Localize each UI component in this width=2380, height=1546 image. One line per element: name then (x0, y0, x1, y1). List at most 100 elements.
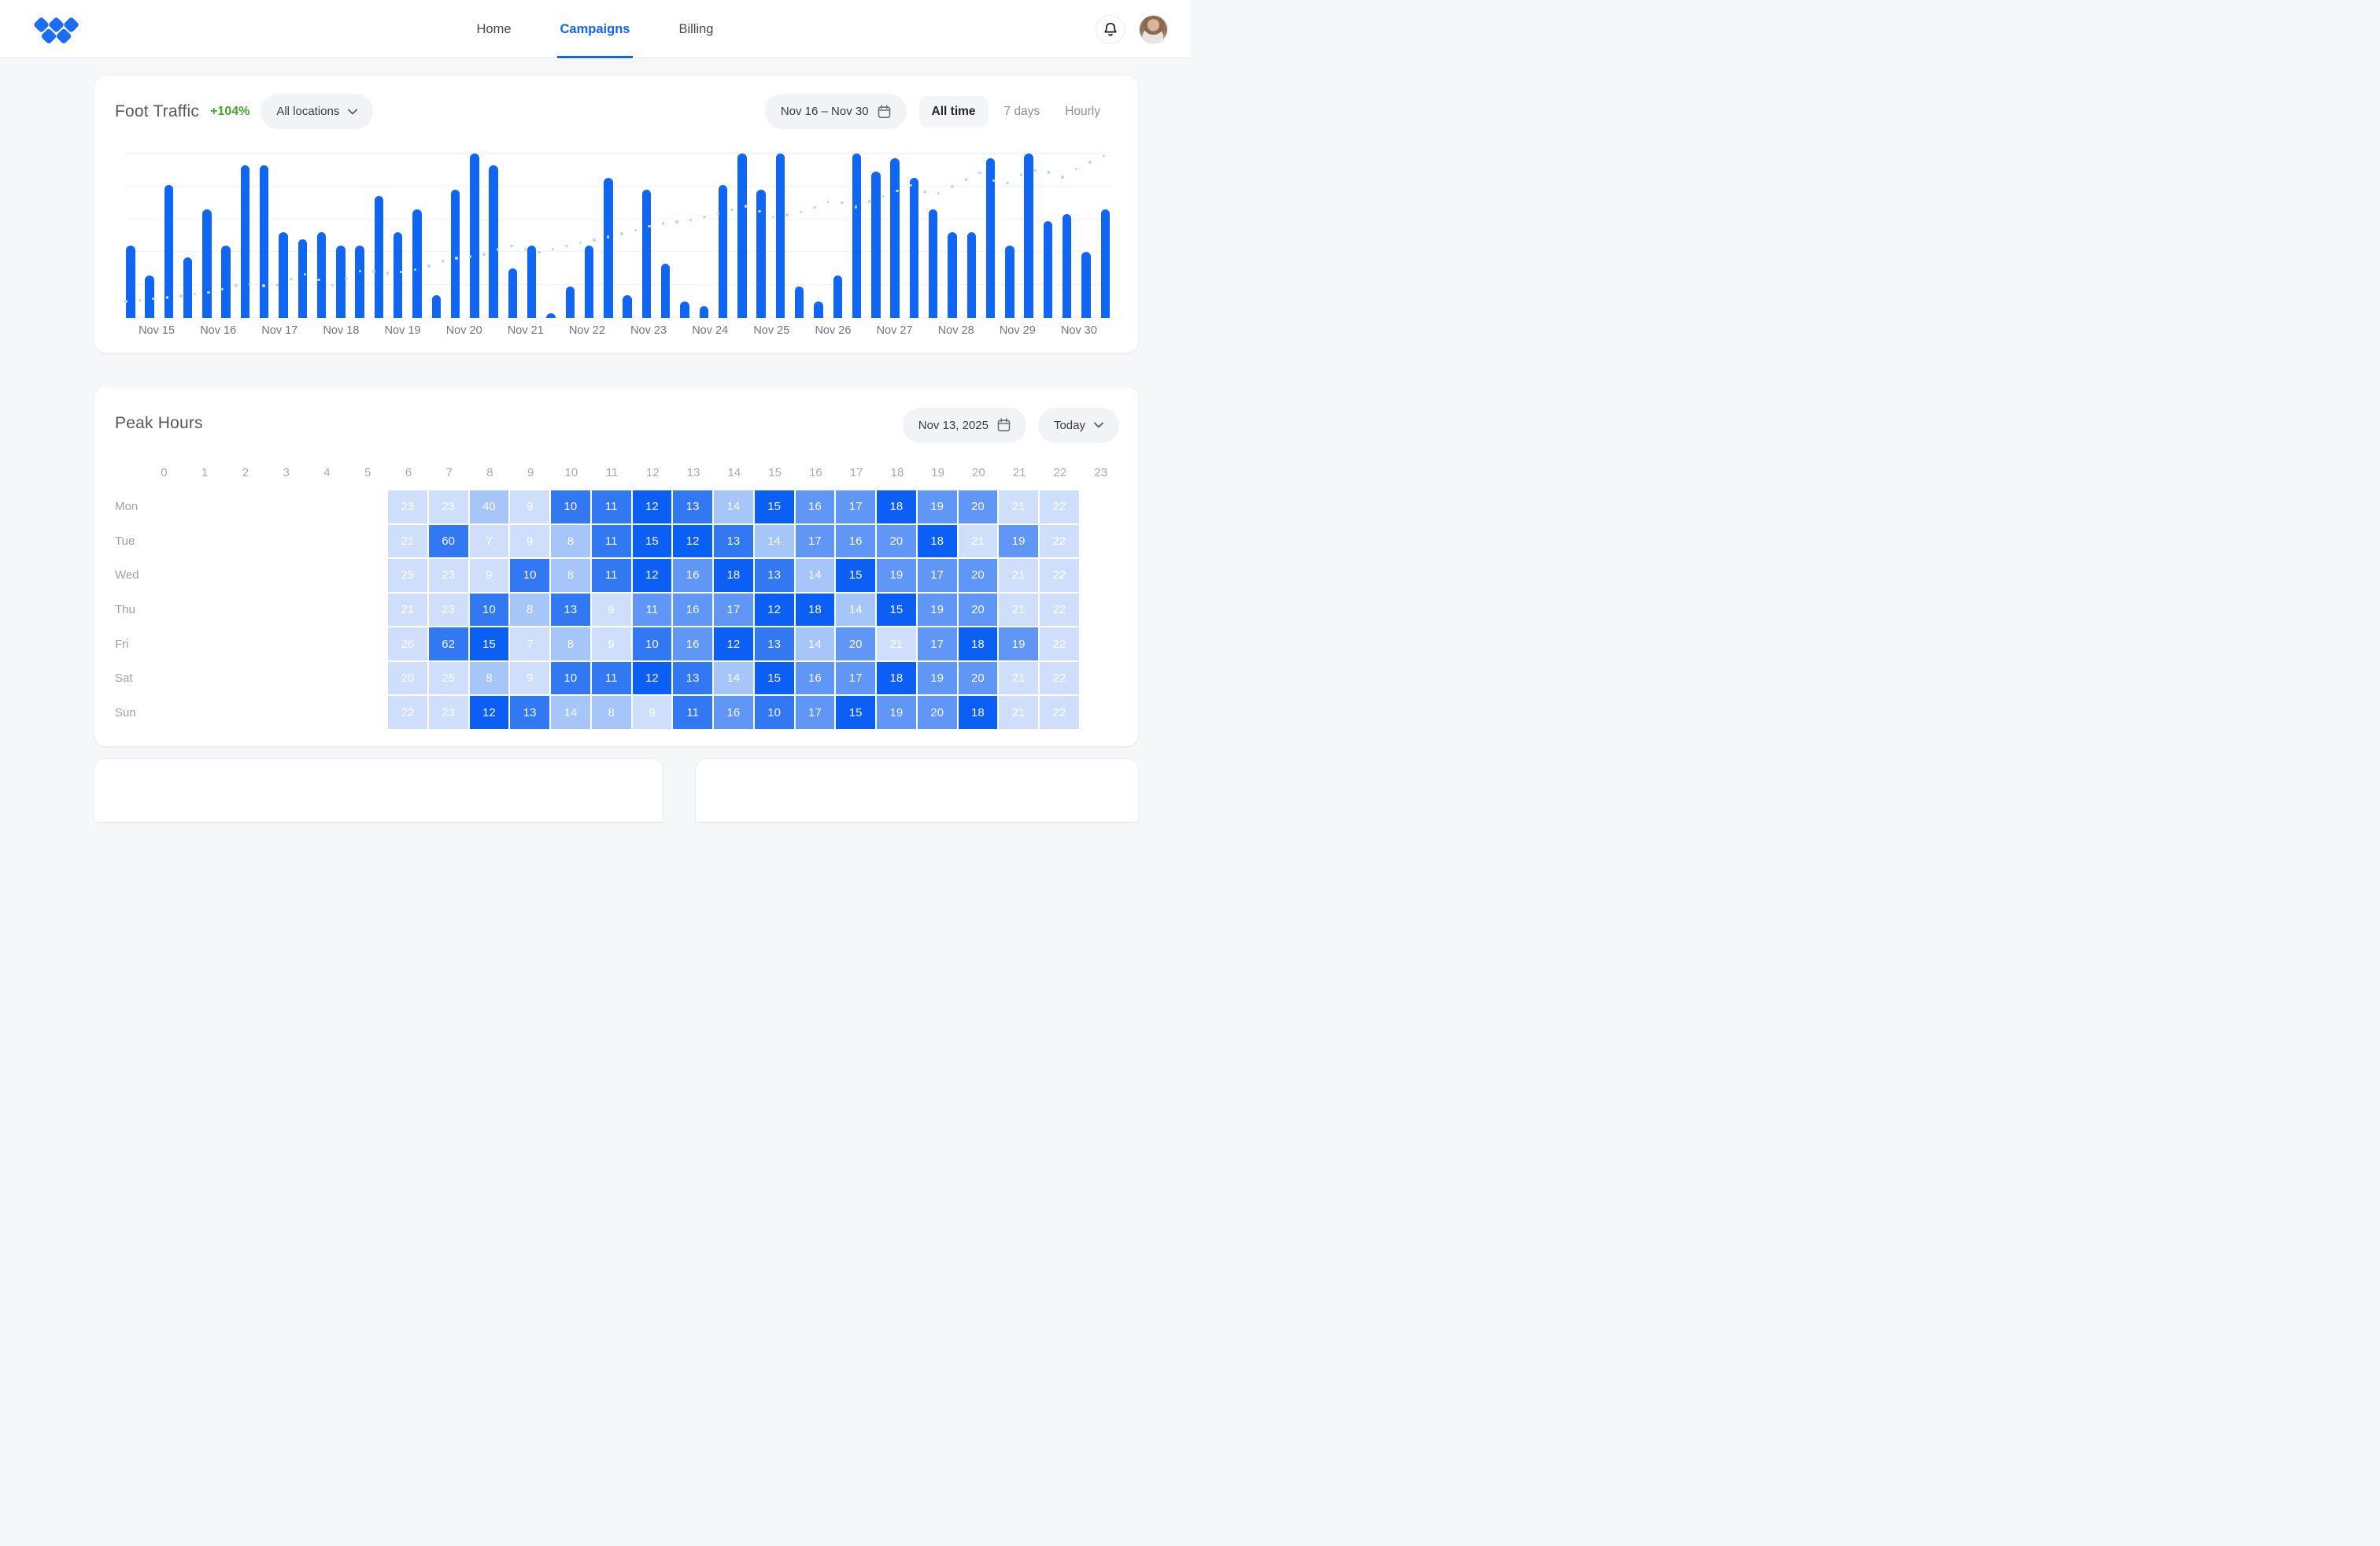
heatmap-cell[interactable]: 14 (795, 559, 835, 592)
user-avatar[interactable] (1139, 14, 1168, 44)
traffic-bar[interactable] (775, 153, 785, 318)
heatmap-cell[interactable]: 23 (428, 593, 468, 627)
heatmap-cell[interactable]: 12 (754, 593, 794, 627)
heatmap-cell[interactable]: 13 (754, 559, 794, 592)
traffic-bar[interactable] (584, 246, 594, 318)
traffic-bar[interactable] (546, 313, 556, 318)
traffic-bar[interactable] (202, 209, 212, 318)
tab-campaigns[interactable]: Campaigns (556, 0, 634, 58)
heatmap-cell[interactable]: 15 (877, 593, 916, 627)
traffic-bar[interactable] (660, 264, 671, 318)
heatmap-cell[interactable]: 13 (551, 593, 590, 627)
heatmap-cell[interactable]: 19 (917, 593, 957, 627)
heatmap-cell[interactable]: 16 (673, 593, 713, 627)
heatmap-cell[interactable]: 16 (714, 696, 753, 729)
heatmap-cell[interactable]: 18 (917, 524, 957, 558)
traffic-bar[interactable] (145, 275, 154, 318)
heatmap-cell[interactable]: 8 (591, 696, 631, 729)
heatmap-cell[interactable]: 20 (958, 559, 998, 592)
tab-home[interactable]: Home (475, 0, 513, 58)
heatmap-cell[interactable]: 16 (673, 627, 713, 660)
heatmap-cell[interactable]: 18 (877, 661, 916, 695)
heatmap-cell[interactable]: 23 (388, 490, 427, 523)
heatmap-cell[interactable]: 18 (714, 559, 753, 592)
heatmap-cell[interactable]: 7 (469, 524, 509, 558)
heatmap-cell[interactable]: 22 (1040, 593, 1079, 627)
heatmap-cell[interactable]: 8 (510, 593, 550, 627)
traffic-bar[interactable] (794, 287, 804, 318)
heatmap-cell[interactable]: 12 (714, 627, 753, 660)
heatmap-cell[interactable]: 18 (958, 696, 998, 729)
heatmap-cell[interactable]: 23 (428, 696, 468, 729)
heatmap-cell[interactable]: 22 (388, 696, 427, 729)
heatmap-cell[interactable]: 9 (632, 696, 672, 729)
heatmap-cell[interactable]: 16 (836, 524, 876, 558)
heatmap-cell[interactable]: 14 (551, 696, 590, 729)
locations-dropdown[interactable]: All locations (261, 94, 374, 129)
traffic-bar[interactable] (1081, 252, 1091, 318)
range-option-all-time[interactable]: All time (918, 95, 989, 128)
heatmap-cell[interactable]: 8 (551, 524, 590, 558)
heatmap-cell[interactable]: 22 (1040, 524, 1079, 558)
traffic-bar[interactable] (641, 189, 652, 318)
traffic-bar[interactable] (221, 246, 231, 318)
heatmap-cell[interactable]: 25 (428, 661, 468, 695)
heatmap-cell[interactable]: 10 (754, 696, 794, 729)
heatmap-cell[interactable]: 15 (836, 559, 876, 592)
heatmap-cell[interactable]: 16 (673, 559, 713, 592)
heatmap-cell[interactable]: 62 (428, 627, 468, 660)
heatmap-cell[interactable]: 20 (958, 490, 998, 523)
heatmap-cell[interactable]: 11 (591, 559, 631, 592)
heatmap-cell[interactable]: 13 (714, 524, 753, 558)
peak-date-picker[interactable]: Nov 13, 2025 (902, 407, 1026, 443)
heatmap-cell[interactable]: 21 (958, 524, 998, 558)
peak-mode-dropdown[interactable]: Today (1037, 407, 1119, 443)
traffic-bar[interactable] (336, 246, 346, 318)
heatmap-cell[interactable]: 21 (388, 593, 427, 627)
heatmap-cell[interactable]: 21 (999, 490, 1039, 523)
traffic-bar[interactable] (565, 287, 575, 318)
traffic-bar[interactable] (489, 165, 498, 318)
heatmap-cell[interactable]: 13 (673, 661, 713, 695)
heatmap-cell[interactable]: 19 (917, 661, 957, 695)
heatmap-cell[interactable]: 12 (673, 524, 713, 558)
heatmap-cell[interactable]: 8 (551, 627, 590, 660)
heatmap-cell[interactable]: 16 (795, 490, 835, 523)
traffic-bar[interactable] (871, 172, 881, 318)
traffic-bar[interactable] (680, 301, 689, 318)
heatmap-cell[interactable]: 17 (836, 490, 876, 523)
traffic-bar[interactable] (431, 294, 442, 318)
traffic-bar[interactable] (852, 153, 862, 318)
heatmap-cell[interactable]: 23 (428, 559, 468, 592)
heatmap-cell[interactable]: 11 (632, 593, 672, 627)
heatmap-cell[interactable]: 13 (673, 490, 713, 523)
traffic-bar[interactable] (374, 196, 384, 318)
traffic-bar[interactable] (623, 294, 632, 318)
heatmap-cell[interactable]: 20 (388, 661, 427, 695)
heatmap-cell[interactable]: 21 (877, 627, 916, 660)
heatmap-cell[interactable]: 22 (1040, 559, 1079, 592)
heatmap-cell[interactable]: 17 (795, 696, 835, 729)
heatmap-cell[interactable]: 26 (388, 627, 427, 660)
heatmap-cell[interactable]: 19 (999, 627, 1039, 660)
traffic-bar[interactable] (164, 184, 174, 318)
heatmap-cell[interactable]: 14 (795, 627, 835, 660)
heatmap-cell[interactable]: 10 (551, 661, 590, 695)
traffic-bar[interactable] (948, 232, 957, 318)
heatmap-cell[interactable]: 9 (510, 524, 550, 558)
heatmap-cell[interactable]: 10 (510, 559, 550, 592)
heatmap-cell[interactable]: 9 (591, 593, 631, 627)
traffic-bar[interactable] (928, 209, 938, 318)
heatmap-cell[interactable]: 9 (591, 627, 631, 660)
heatmap-cell[interactable]: 17 (917, 627, 957, 660)
heatmap-cell[interactable]: 19 (999, 524, 1039, 558)
heatmap-cell[interactable]: 9 (510, 490, 550, 523)
range-option-hourly[interactable]: Hourly (1065, 104, 1100, 118)
heatmap-cell[interactable]: 11 (591, 524, 631, 558)
heatmap-cell[interactable]: 22 (1040, 661, 1079, 695)
traffic-bar[interactable] (527, 246, 537, 318)
heatmap-cell[interactable]: 9 (510, 661, 550, 695)
heatmap-cell[interactable]: 17 (836, 661, 876, 695)
heatmap-cell[interactable]: 15 (754, 661, 794, 695)
heatmap-cell[interactable]: 18 (958, 627, 998, 660)
